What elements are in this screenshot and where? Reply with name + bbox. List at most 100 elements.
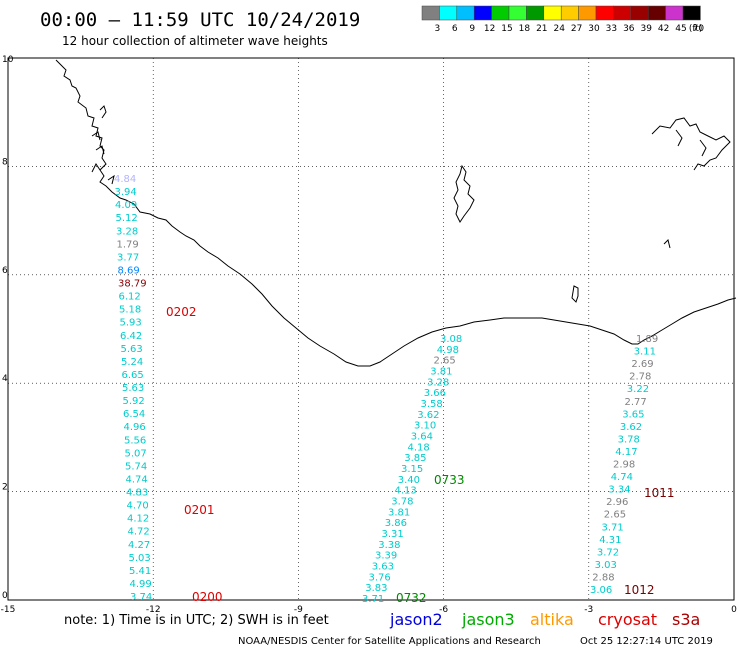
satellite-name: s3a	[672, 610, 700, 629]
wave-height-value: 2.69	[631, 359, 653, 370]
map-title: 00:00 – 11:59 UTC 10/24/2019	[40, 9, 360, 31]
track-1011-1012: 1.89 3.112.69 2.783.22 2.773.65 3.623.78 4.17…	[590, 334, 658, 596]
wave-height-value: 4.27	[128, 540, 150, 551]
grid-lines	[8, 58, 734, 600]
wave-height-value: 2.65	[434, 356, 456, 367]
wave-height-value: 3.28	[116, 226, 138, 237]
pass-time-label: 0202	[166, 305, 197, 319]
wave-height-value: 4.09	[115, 200, 137, 211]
wave-height-value: 5.63	[121, 344, 143, 355]
wave-height-value: 3.62	[620, 422, 642, 433]
wave-height-value: 1.79	[117, 239, 139, 250]
legend-label: 27	[571, 24, 582, 34]
footer-timestamp: Oct 25 12:27:14 UTC 2019	[580, 636, 713, 647]
legend-label: 42	[658, 24, 669, 34]
wave-height-value: 5.07	[125, 448, 147, 459]
coastline	[55, 59, 737, 367]
wave-height-value: 4.98	[437, 345, 459, 356]
wave-height-value: 8.69	[118, 265, 140, 276]
legend-label: 15	[501, 24, 512, 34]
legend-swatch	[508, 5, 527, 21]
legend-swatch	[613, 5, 632, 21]
wave-height-value: 5.92	[123, 396, 145, 407]
pass-time-label: 1012	[624, 583, 655, 597]
pass-time-label: 0200	[192, 590, 223, 604]
wave-height-value: 4.12	[127, 514, 149, 525]
x-tick-label: 0	[731, 605, 737, 615]
wave-height-value: 2.88	[592, 572, 614, 583]
colorbar-legend: 3 6 9 12 15 18 21 24 27 30 33 36 39 42 45 70(ft)	[421, 5, 704, 34]
wave-height-value: 3.62	[417, 410, 439, 421]
legend-label: 18	[519, 24, 531, 34]
wave-height-value: 4.72	[128, 527, 150, 538]
wave-height-value: 4.96	[124, 422, 146, 433]
y-tick-label: 0	[2, 591, 8, 601]
satellite-name: jason3	[461, 610, 515, 629]
map-subtitle: 12 hour collection of altimeter wave hei…	[62, 34, 328, 48]
wave-height-value: 5.41	[129, 566, 151, 577]
legend-swatch	[526, 5, 545, 21]
lake-shoreline	[453, 164, 475, 223]
y-tick-label: 10	[2, 55, 14, 65]
coastline-detail-north	[91, 105, 115, 185]
wave-height-value: 3.06	[590, 585, 612, 596]
wave-height-value: 5.56	[124, 435, 146, 446]
wave-height-value: 4.99	[130, 579, 152, 590]
legend-label: 12	[484, 24, 495, 34]
wave-height-value: 5.12	[116, 213, 138, 224]
wave-height-value: 3.81	[430, 367, 452, 378]
track-0202-0200: 4.84 3.94 4.09 5.12 3.28 1.79 3.77 8.69 38.79 6.1…	[114, 174, 152, 603]
altimeter-tracks: 4.84 3.94 4.09 5.12 3.28 1.79 3.77 8.69 38.79 6.1…	[114, 174, 658, 605]
legend-label: 6	[452, 24, 458, 34]
wave-height-value: 4.31	[599, 535, 621, 546]
wave-height-value: 4.17	[615, 447, 637, 458]
wave-height-value: 3.66	[424, 388, 446, 399]
wave-height-value: 5.03	[129, 553, 151, 564]
wave-height-value: 3.83	[365, 583, 387, 594]
wave-height-value: 2.77	[625, 397, 647, 408]
x-tick-label: -3	[584, 605, 593, 615]
legend-label: 24	[553, 24, 565, 34]
wave-height-value: 2.65	[604, 510, 626, 521]
wave-height-value: 3.63	[372, 562, 394, 573]
y-tick-label: 4	[2, 374, 8, 384]
wave-height-value: 3.31	[382, 529, 404, 540]
x-tick-label: -15	[1, 605, 16, 615]
legend-label: 39	[640, 24, 652, 34]
wave-height-value: 3.94	[115, 187, 137, 198]
wave-height-value: 3.78	[618, 434, 640, 445]
wave-height-value: 6.12	[119, 292, 141, 303]
x-tick-label: -6	[439, 605, 448, 615]
wave-height-value: 3.08	[440, 334, 462, 345]
legend-label: 36	[623, 24, 635, 34]
legend-label: 21	[536, 24, 547, 34]
wave-height-value: 3.40	[398, 475, 420, 486]
wave-height-value: 4.74	[126, 474, 148, 485]
wave-height-value: 5.24	[121, 357, 143, 368]
wave-height-value: 4.13	[395, 486, 417, 497]
axis-ticks: -15 -12 -9 -6 -3 0 0 2 4 6 8 10	[1, 55, 737, 615]
wave-height-value: 3.39	[375, 551, 397, 562]
wave-height-value: 1.89	[636, 334, 658, 345]
wave-height-value: 3.71	[362, 594, 384, 605]
legend-swatch	[421, 5, 440, 21]
legend-swatch	[595, 5, 614, 21]
wave-height-value: 3.28	[427, 377, 449, 388]
wave-height-value: 3.86	[385, 518, 407, 529]
footer-credit: NOAA/NESDIS Center for Satellite Applica…	[238, 636, 541, 647]
wave-height-value: 4.84	[114, 174, 136, 185]
y-tick-label: 2	[2, 483, 8, 493]
wave-height-value: 3.78	[391, 497, 413, 508]
pass-time-label: 1011	[644, 486, 675, 500]
wave-height-value: 3.81	[388, 507, 410, 518]
wave-height-value: 4.74	[611, 472, 633, 483]
wave-height-value: 3.65	[622, 409, 644, 420]
coastline-main	[55, 59, 737, 367]
satellite-legend: jason2 jason3 altika cryosat s3a	[389, 610, 700, 629]
wave-height-value: 3.22	[627, 384, 649, 395]
legend-swatch	[682, 5, 701, 21]
wave-height-value: 3.77	[117, 252, 139, 263]
wave-height-value: 3.76	[369, 572, 391, 583]
legend-swatch	[473, 5, 492, 21]
wave-height-value: 5.93	[120, 318, 142, 329]
